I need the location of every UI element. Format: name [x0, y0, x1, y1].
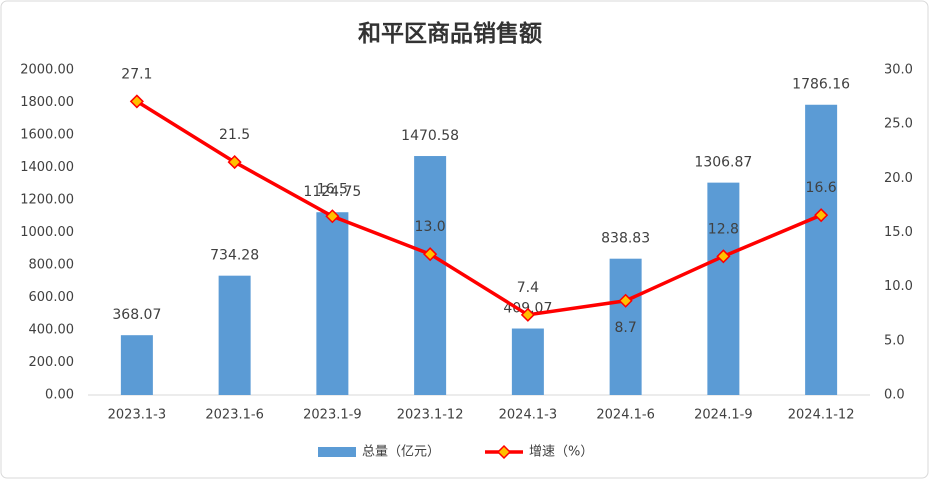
legend-label: 增速（%）: [529, 445, 593, 460]
line-value-label: 16.5: [317, 181, 348, 197]
line-marker: [129, 94, 144, 109]
line-marker: [227, 155, 242, 170]
x-tick-label: 2024.1-12: [788, 408, 855, 423]
bar: [316, 212, 349, 395]
bar: [414, 156, 447, 395]
line-marker: [716, 249, 731, 264]
bar-value-label: 1470.58: [401, 128, 459, 144]
legend-swatch: [318, 447, 356, 457]
y2-tick-label: 0.0: [884, 388, 905, 403]
bar: [120, 335, 153, 395]
bar: [218, 275, 251, 395]
line: [135, 99, 822, 317]
line-value-label: 21.5: [219, 127, 250, 143]
y-tick-label: 1400.00: [20, 160, 74, 175]
x-tick-label: 2023.1-3: [108, 408, 166, 423]
line-marker: [423, 247, 438, 262]
line-value-label: 13.0: [415, 219, 446, 235]
legend-marker: [496, 444, 512, 460]
line-value-label: 12.8: [708, 221, 739, 237]
y-tick-label: 1000.00: [20, 225, 74, 240]
bar-value-label: 1306.87: [694, 155, 752, 171]
x-tick-label: 2024.1-3: [499, 408, 557, 423]
line-value-label: 16.6: [806, 180, 837, 196]
line-value-label: 27.1: [121, 66, 152, 82]
y2-tick-label: 15.0: [884, 225, 913, 240]
x-tick-label: 2023.1-9: [303, 408, 361, 423]
bar: [707, 182, 740, 395]
y-tick-label: 1200.00: [20, 193, 74, 208]
line-value-label: 7.4: [517, 280, 539, 296]
y2-tick-label: 10.0: [884, 279, 913, 294]
x-tick-label: 2024.1-6: [596, 408, 654, 423]
legend-label: 总量（亿元）: [362, 445, 440, 460]
line-marker: [618, 293, 633, 308]
y-tick-label: 1800.00: [20, 95, 74, 110]
line-marker: [325, 209, 340, 224]
y2-tick-label: 5.0: [884, 333, 905, 348]
line-value-label: 8.7: [614, 320, 636, 336]
y-tick-label: 2000.00: [20, 63, 74, 78]
y-tick-label: 600.00: [29, 290, 75, 305]
x-tick-label: 2024.1-9: [694, 408, 752, 423]
bar-value-label: 368.07: [112, 307, 161, 323]
bar: [805, 104, 838, 396]
y-tick-label: 400.00: [29, 323, 75, 338]
bar: [511, 328, 544, 395]
x-tick-label: 2023.1-6: [205, 408, 263, 423]
line-marker: [814, 208, 829, 223]
chart-title: 和平区商品销售额: [358, 20, 542, 47]
y2-tick-label: 30.0: [884, 63, 913, 78]
bar-value-label: 734.28: [210, 248, 259, 264]
bar: [609, 258, 642, 395]
bar-value-label: 838.83: [601, 231, 650, 247]
bar-value-label: 1124.75: [303, 184, 361, 200]
x-tick-label: 2023.1-12: [397, 408, 464, 423]
y-tick-label: 200.00: [29, 355, 75, 370]
y2-tick-label: 20.0: [884, 171, 913, 186]
y-tick-label: 800.00: [29, 258, 75, 273]
y-tick-label: 0.00: [45, 388, 74, 403]
bar-value-label: 1786.16: [792, 77, 850, 93]
y2-tick-label: 25.0: [884, 117, 913, 132]
y-tick-label: 1600.00: [20, 128, 74, 143]
line-marker: [520, 307, 535, 322]
